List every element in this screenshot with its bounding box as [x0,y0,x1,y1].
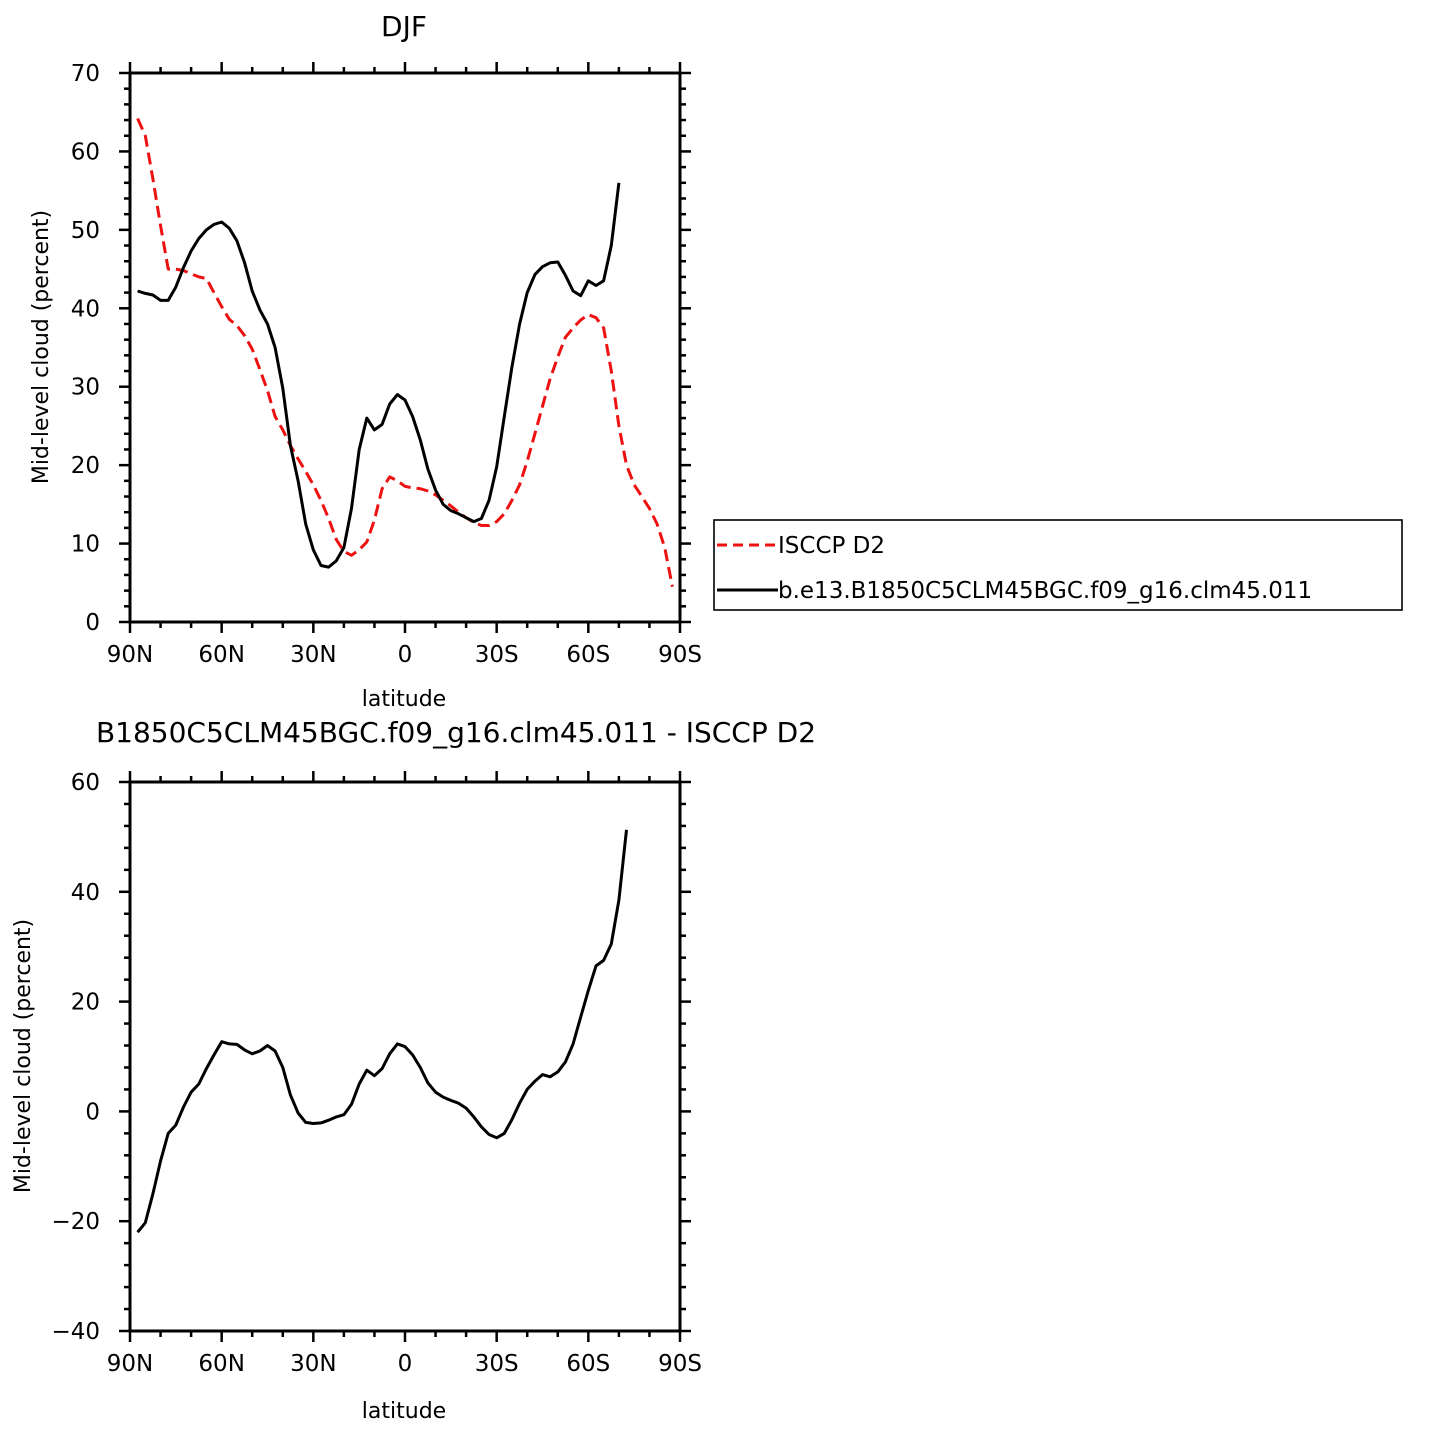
top-x-tick-label: 30N [290,642,336,668]
legend: ISCCP D2 b.e13.B1850C5CLM45BGC.f09_g16.c… [713,519,1403,611]
bottom-x-tick-label: 30N [290,1351,336,1377]
top-x-tick-label: 30S [475,642,519,668]
top-x-tick-label: 90S [658,642,702,668]
top-x-tick-label: 0 [398,642,413,668]
top-chart-title: DJF [381,10,427,43]
bottom-tick-labels: 90N 60N 30N 0 30S 60S 90S −40 −20 0 20 40 60 [51,770,701,1377]
bottom-series [136,829,628,1234]
top-series-line-1 [137,182,621,569]
top-x-axis-label: latitude [362,687,446,712]
bottom-panel: B1850C5CLM45BGC.f09_g16.clm45.011 - ISCC… [11,716,816,1424]
bottom-x-tick-label: 0 [398,1351,413,1377]
top-y-tick-label: 50 [71,218,100,244]
bottom-y-tick-label: 0 [85,1099,100,1125]
bottom-chart-title: B1850C5CLM45BGC.f09_g16.clm45.011 - ISCC… [96,716,816,749]
top-y-tick-label: 60 [71,139,100,165]
top-y-tick-label: 20 [71,453,100,479]
bottom-y-tick-label: 60 [71,770,100,796]
top-ticks [119,62,691,633]
bottom-x-tick-label: 90N [107,1351,153,1377]
top-y-tick-label: 30 [71,375,100,401]
legend-label-model: b.e13.B1850C5CLM45BGC.f09_g16.clm45.011 [778,578,1312,604]
bottom-x-tick-label: 60N [198,1351,244,1377]
top-y-tick-label: 10 [71,532,100,558]
bottom-y-tick-label: −40 [51,1319,100,1345]
top-x-tick-label: 90N [107,642,153,668]
top-panel: DJF 90N 60N 30N 0 30S 60S 90S 0 10 20 30 40 50 60 70 l… [29,10,702,712]
legend-label-isccp: ISCCP D2 [778,533,885,559]
top-series [136,117,674,587]
bottom-ticks [119,771,691,1342]
top-series-line-0 [136,117,674,587]
top-tick-labels: 90N 60N 30N 0 30S 60S 90S 0 10 20 30 40 50 60 70 [71,61,702,668]
top-plot-frame [128,71,682,624]
bottom-x-tick-label: 60S [566,1351,610,1377]
bottom-x-axis-label: latitude [362,1399,446,1424]
top-x-tick-label: 60N [198,642,244,668]
top-y-tick-label: 40 [71,296,100,322]
bottom-x-tick-label: 30S [475,1351,519,1377]
bottom-y-tick-label: 20 [71,990,100,1016]
top-y-tick-label: 0 [85,610,100,636]
top-y-axis-label: Mid-level cloud (percent) [29,210,54,484]
top-y-tick-label: 70 [71,61,100,87]
bottom-y-tick-label: 40 [71,880,100,906]
bottom-x-tick-label: 90S [658,1351,702,1377]
legend-box [713,519,1403,611]
bottom-y-axis-label: Mid-level cloud (percent) [11,919,36,1193]
bottom-y-tick-label: −20 [51,1209,100,1235]
bottom-series-line-0 [136,829,628,1234]
top-x-tick-label: 60S [566,642,610,668]
